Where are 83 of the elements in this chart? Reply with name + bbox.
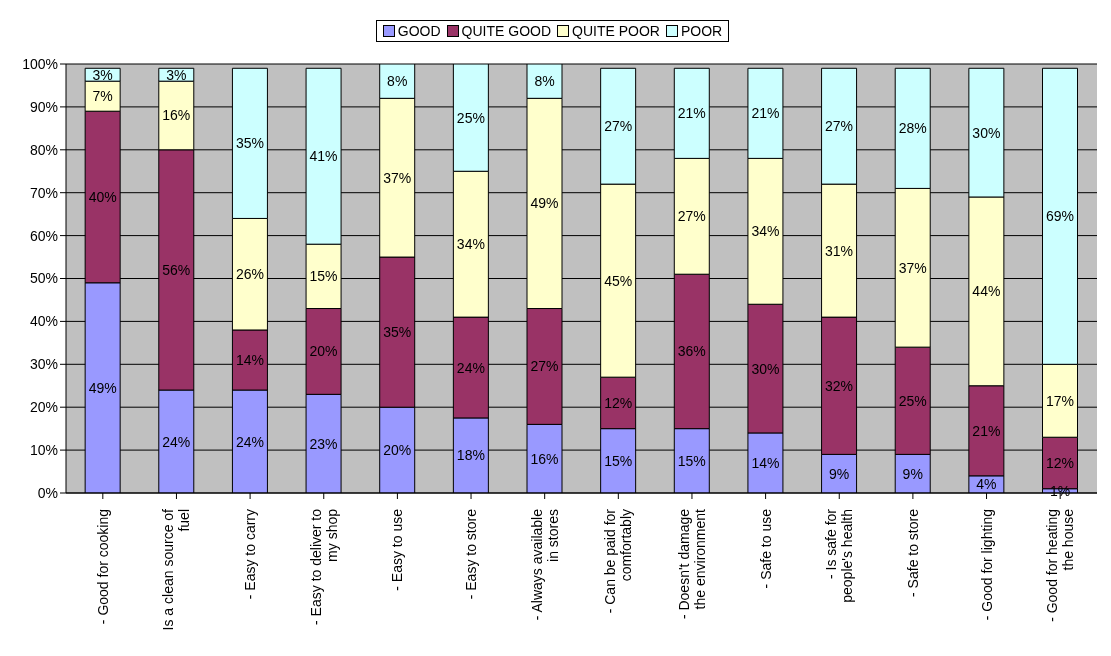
data-label: 24% xyxy=(456,359,485,376)
y-tick-label: 70% xyxy=(29,184,58,201)
data-label: 21% xyxy=(972,422,1001,439)
data-label: 9% xyxy=(902,465,923,482)
data-label: 7% xyxy=(92,88,113,105)
x-tick-label: - Safe to use xyxy=(757,508,774,589)
legend-label: GOOD xyxy=(396,23,441,39)
y-tick-label: 30% xyxy=(29,356,58,373)
x-tick-label: - Always available in stores xyxy=(528,508,561,621)
data-label: 27% xyxy=(825,118,854,135)
data-label: 49% xyxy=(88,379,117,396)
data-label: 34% xyxy=(456,236,485,253)
data-label: 17% xyxy=(1045,392,1075,409)
data-label: 31% xyxy=(825,242,854,259)
data-label: 18% xyxy=(456,447,485,464)
data-label: 14% xyxy=(751,454,780,471)
x-tick-label: - Easy to deliver to my shop xyxy=(307,508,340,625)
legend-label: QUITE POOR xyxy=(571,23,660,39)
data-label: 44% xyxy=(972,283,1001,300)
data-label: 15% xyxy=(677,452,706,469)
y-tick-label: 80% xyxy=(29,141,58,158)
x-tick-label: - Easy to store xyxy=(463,508,480,600)
data-label: 20% xyxy=(309,343,338,360)
data-label: 26% xyxy=(235,266,264,283)
y-tick-label: 100% xyxy=(22,55,58,72)
data-label: 9% xyxy=(828,465,850,482)
data-label: 14% xyxy=(235,352,264,369)
data-label: 37% xyxy=(383,169,412,186)
x-tick-label: - Good for lighting xyxy=(978,509,995,621)
data-label: 27% xyxy=(530,358,559,375)
y-tick-label: 20% xyxy=(29,399,58,416)
x-tick-label: - Good for heating the house xyxy=(1044,508,1077,622)
x-tick-label: - Good for cooking xyxy=(94,509,111,625)
x-tick-label: - Easy to carry xyxy=(242,509,259,600)
data-label: 30% xyxy=(972,124,1001,141)
data-label: 21% xyxy=(751,105,780,122)
data-label: 45% xyxy=(604,272,633,289)
data-label: 37% xyxy=(898,259,927,276)
x-tick-label: Is a clean source of fuel xyxy=(160,508,193,631)
x-tick-label: - Is safe for people's health xyxy=(823,508,856,603)
data-label: 12% xyxy=(1045,454,1075,471)
data-label: 30% xyxy=(751,360,780,377)
data-label: 3% xyxy=(166,66,187,83)
data-label: 21% xyxy=(677,105,706,122)
data-label: 8% xyxy=(387,73,408,90)
y-tick-label: 10% xyxy=(29,442,58,459)
data-label: 35% xyxy=(383,324,412,341)
legend-label: QUITE GOOD xyxy=(460,23,552,39)
y-tick-label: 60% xyxy=(29,227,58,244)
legend-label: POOR xyxy=(679,23,723,39)
data-label: 16% xyxy=(530,450,559,467)
data-label: 49% xyxy=(530,195,559,212)
data-label: 40% xyxy=(88,188,117,205)
data-label: 25% xyxy=(898,392,927,409)
data-label: 27% xyxy=(677,208,706,225)
data-label: 1% xyxy=(1049,482,1071,499)
y-tick-label: 40% xyxy=(29,313,58,330)
data-label: 12% xyxy=(604,394,633,411)
data-label: 35% xyxy=(235,135,264,152)
y-tick-label: 50% xyxy=(29,270,58,287)
data-label: 56% xyxy=(162,261,191,278)
data-label: 23% xyxy=(309,435,338,452)
data-label: 32% xyxy=(825,377,854,394)
data-label: 3% xyxy=(92,66,113,83)
data-label: 34% xyxy=(751,223,780,240)
data-label: 69% xyxy=(1045,208,1075,225)
data-label: 36% xyxy=(677,343,706,360)
data-label: 20% xyxy=(383,442,412,459)
data-label: 27% xyxy=(604,118,633,135)
data-label: 15% xyxy=(309,268,338,285)
data-label: 16% xyxy=(162,107,191,124)
data-label: 24% xyxy=(162,433,191,450)
data-label: 8% xyxy=(534,73,555,90)
data-label: 28% xyxy=(898,120,927,137)
data-label: 15% xyxy=(604,452,633,469)
data-label: 41% xyxy=(309,148,338,165)
x-tick-label: - Easy to use xyxy=(389,508,406,591)
data-label: 25% xyxy=(456,109,485,126)
data-label: 4% xyxy=(976,476,997,493)
y-tick-label: 90% xyxy=(29,98,58,115)
x-tick-label: - Safe to store xyxy=(904,508,921,597)
y-tick-label: 0% xyxy=(37,484,58,501)
data-label: 24% xyxy=(235,433,264,450)
